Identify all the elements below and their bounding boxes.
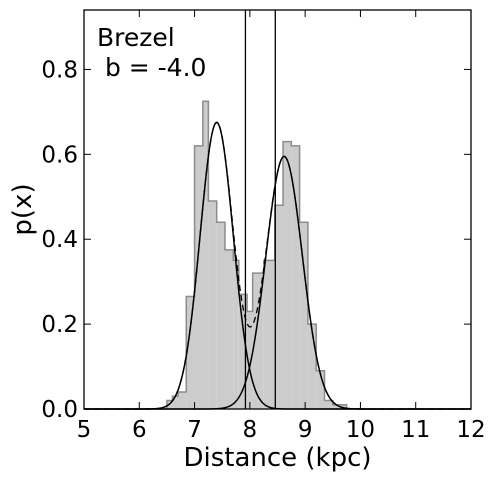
histogram-bar [233,260,239,409]
histogram-outline [166,100,348,409]
x-tick-label: 11 [401,417,430,443]
histogram-bars [166,100,348,410]
vertical-markers [244,10,276,409]
histogram-bar [316,370,325,409]
histogram-bar [172,396,178,409]
y-axis-label: p(x) [8,183,38,235]
y-tick-label: 0.6 [41,142,78,168]
histogram-bar [186,296,195,409]
histogram-bar [291,145,300,410]
annotation-latitude: b = -4.0 [97,53,206,82]
histogram-bar [299,222,308,409]
histogram-bar [202,101,209,410]
histogram-bar [216,222,225,409]
x-axis-label: Distance (kpc) [183,443,371,473]
histogram-bar [283,141,292,409]
histogram-bar [324,400,333,409]
annotation-title: Brezel [97,23,175,52]
histogram-bar [208,201,217,409]
x-tick-label: 12 [456,417,485,443]
y-tick-label: 0.2 [41,312,78,338]
histogram-bar [332,404,339,409]
histogram-bar [252,273,264,409]
x-tick-label: 9 [298,417,313,443]
x-tick-label: 10 [346,417,375,443]
x-tick-label: 7 [187,417,202,443]
histogram-bar [224,249,234,409]
y-tick-label: 0.4 [41,227,78,253]
x-tick-label: 6 [132,417,147,443]
histogram-bar [307,324,317,409]
y-tick-label: 0.8 [41,57,78,83]
plot-frame [83,9,472,410]
histogram-bar [274,205,284,409]
histogram-bar [247,311,253,409]
y-tick-label: 0.0 [41,397,78,423]
histogram-bar [194,145,203,410]
histogram-bar [263,260,275,409]
axis-ticks: 5 6 7 8 9 10 11 12 0.0 0.2 0.4 0.6 0.8 [41,10,486,443]
x-tick-label: 5 [77,417,92,443]
x-tick-label: 8 [243,417,258,443]
histogram-bar [238,294,248,409]
histogram-bar [177,392,187,409]
